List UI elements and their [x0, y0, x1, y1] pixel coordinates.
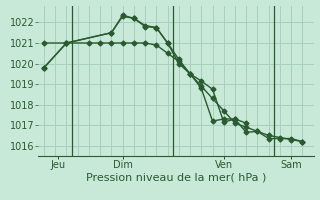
X-axis label: Pression niveau de la mer( hPa ): Pression niveau de la mer( hPa )	[86, 173, 266, 183]
